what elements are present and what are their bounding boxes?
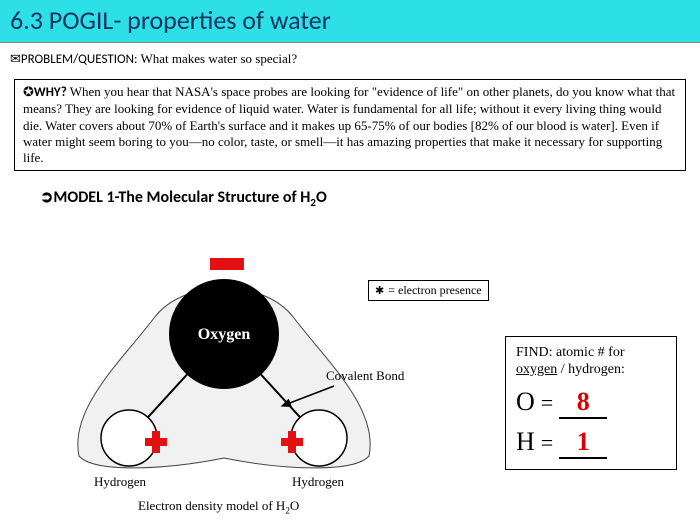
find-symbol: O xyxy=(516,387,535,417)
find-box: FIND: atomic # for oxygen / hydrogen: O=… xyxy=(505,336,677,470)
covalent-bond-label: Covalent Bond xyxy=(326,368,404,384)
find-line1: FIND: atomic # for xyxy=(516,345,666,362)
find-row: O=8 xyxy=(516,387,666,419)
caption-pre: Electron density model of H xyxy=(138,498,285,513)
model-heading: ➲MODEL 1-The Molecular Structure of H2O xyxy=(40,187,700,210)
why-box: ✪WHY? When you hear that NASA's space pr… xyxy=(14,79,686,171)
find-equals: = xyxy=(541,390,553,416)
arrow-icon: ➲ xyxy=(40,188,53,207)
find-symbol: H xyxy=(516,427,535,457)
why-label: WHY? xyxy=(34,85,70,100)
hydrogen-label-left: Hydrogen xyxy=(94,474,146,490)
envelope-icon: ✉ xyxy=(10,51,21,66)
find-value: 8 xyxy=(559,387,607,419)
find-line2-underline: oxygen xyxy=(516,362,557,377)
problem-text: What makes water so special? xyxy=(137,51,297,66)
find-line2-post: / hydrogen: xyxy=(557,362,625,377)
negative-charge-icon xyxy=(210,258,244,270)
problem-line: ✉PROBLEM/QUESTION: What makes water so s… xyxy=(0,43,700,73)
title-bar: 6.3 POGIL- properties of water xyxy=(0,0,700,43)
hydrogen-label-right: Hydrogen xyxy=(292,474,344,490)
problem-label: PROBLEM/QUESTION: xyxy=(21,52,138,67)
star-icon: ✪ xyxy=(23,84,34,99)
diagram-caption: Electron density model of H2O xyxy=(138,498,299,516)
find-row: H=1 xyxy=(516,427,666,459)
caption-post: O xyxy=(290,498,299,513)
model-heading-pre: MODEL 1-The Molecular Structure of H xyxy=(53,188,310,207)
oxygen-label: Oxygen xyxy=(198,326,251,343)
find-value: 1 xyxy=(559,427,607,459)
molecule-diagram: Oxygen Hydrogen Hydrogen Covalent Bond E… xyxy=(34,248,414,514)
model-heading-post: O xyxy=(316,188,327,207)
find-equals: = xyxy=(541,430,553,456)
page-title: 6.3 POGIL- properties of water xyxy=(10,4,690,36)
why-body: When you hear that NASA's space probes a… xyxy=(23,84,675,165)
find-line2: oxygen / hydrogen: xyxy=(516,362,666,379)
